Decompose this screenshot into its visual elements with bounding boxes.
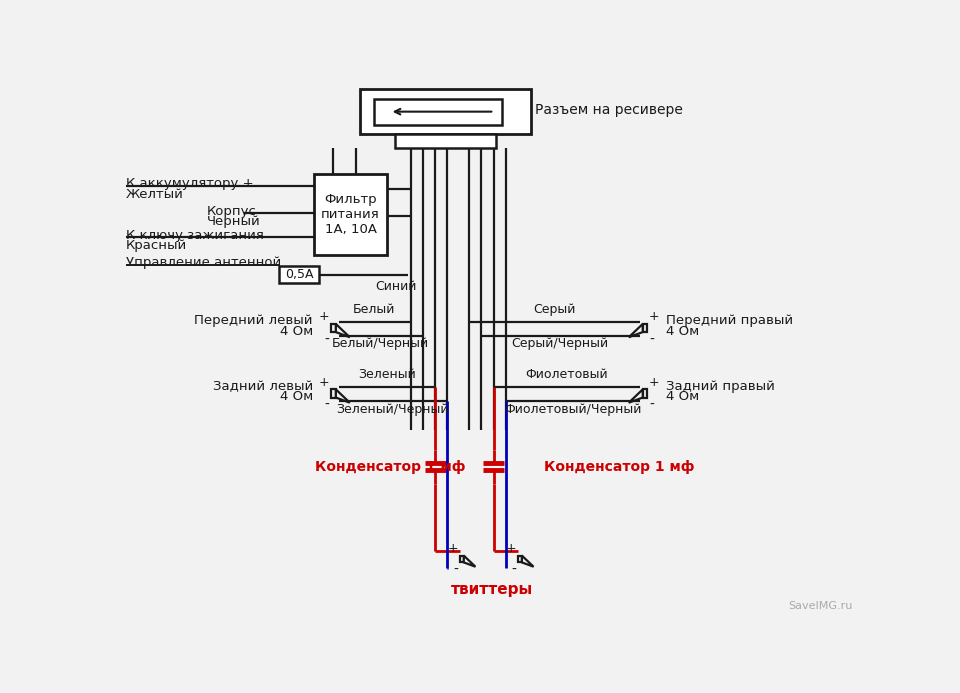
Bar (460, 556, 464, 563)
Text: +: + (649, 310, 660, 323)
Text: твиттеры: твиттеры (451, 582, 533, 597)
Text: Фильтр
питания
1А, 10А: Фильтр питания 1А, 10А (322, 193, 380, 236)
Text: -: - (649, 398, 654, 412)
Text: +: + (319, 310, 329, 323)
Polygon shape (336, 389, 349, 403)
Bar (643, 324, 647, 332)
Text: Белый: Белый (353, 303, 396, 316)
Polygon shape (522, 556, 534, 567)
Text: 4 Ом: 4 Ом (665, 390, 699, 403)
Text: К аккумулятору +: К аккумулятору + (126, 177, 253, 190)
Bar (360, 89, 531, 134)
Text: Желтый: Желтый (126, 188, 184, 201)
Text: -: - (453, 563, 458, 577)
Bar (314, 174, 388, 255)
Text: Передний правый: Передний правый (665, 314, 793, 327)
Text: Зеленый: Зеленый (358, 368, 416, 381)
Text: Корпус: Корпус (206, 205, 256, 218)
Text: Серый/Черный: Серый/Черный (512, 337, 609, 350)
Bar (374, 98, 502, 125)
Bar (331, 389, 336, 398)
Text: Управление антенной: Управление антенной (126, 256, 281, 270)
Text: -: - (324, 333, 329, 347)
Text: Конденсатор 1 мф: Конденсатор 1 мф (315, 459, 466, 473)
Text: Красный: Красный (126, 240, 187, 252)
Text: +: + (649, 376, 660, 389)
Text: 4 Ом: 4 Ом (279, 390, 313, 403)
Text: Задний правый: Задний правый (665, 380, 775, 393)
Text: Фиолетовый/Черный: Фиолетовый/Черный (504, 403, 641, 416)
Text: +: + (506, 542, 516, 555)
Bar (643, 389, 647, 398)
Polygon shape (464, 556, 475, 567)
Polygon shape (629, 324, 643, 337)
Bar (396, 134, 496, 148)
Text: К ключу зажигания: К ключу зажигания (126, 229, 264, 243)
Text: SaveIMG.ru: SaveIMG.ru (788, 601, 852, 611)
Polygon shape (336, 324, 349, 337)
Text: Серый: Серый (533, 303, 575, 316)
Bar (518, 556, 522, 563)
Text: Фиолетовый: Фиолетовый (525, 368, 608, 381)
Text: Передний левый: Передний левый (195, 314, 313, 327)
Text: 4 Ом: 4 Ом (665, 325, 699, 338)
Text: 4 Ом: 4 Ом (279, 325, 313, 338)
Text: +: + (447, 542, 458, 555)
Text: 0,5А: 0,5А (285, 268, 313, 281)
Text: +: + (319, 376, 329, 389)
Text: Синий: Синий (375, 280, 418, 293)
Bar (278, 266, 319, 283)
Text: Зеленый/Черный: Зеленый/Черный (337, 403, 449, 416)
Polygon shape (629, 389, 643, 403)
Text: -: - (649, 333, 654, 347)
Text: Черный: Черный (206, 215, 260, 228)
Bar (331, 324, 336, 332)
Text: Белый/Черный: Белый/Черный (332, 337, 429, 350)
Text: Задний левый: Задний левый (213, 380, 313, 393)
Text: Разъем на ресивере: Разъем на ресивере (535, 103, 683, 117)
Text: Конденсатор 1 мф: Конденсатор 1 мф (544, 459, 694, 473)
Text: -: - (512, 563, 516, 577)
Text: -: - (324, 398, 329, 412)
